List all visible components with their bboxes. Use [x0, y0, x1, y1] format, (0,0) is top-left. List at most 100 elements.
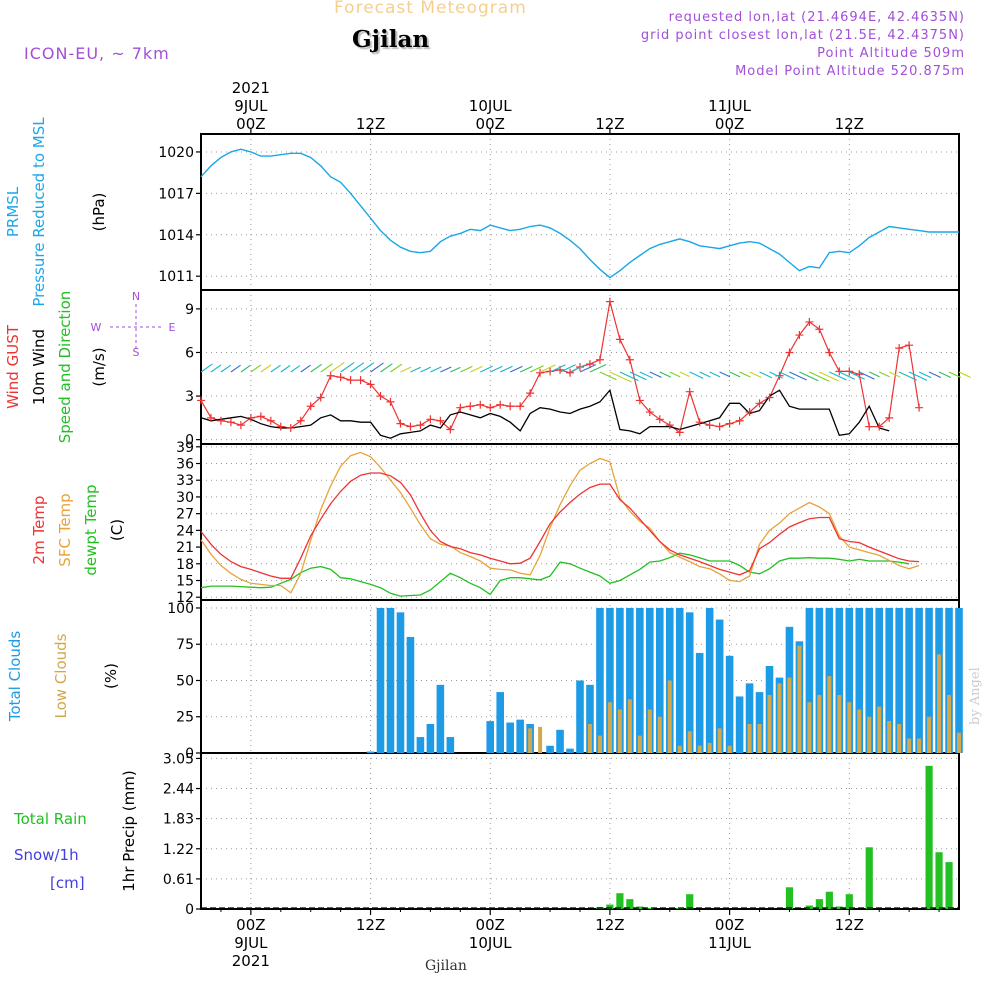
- wind-gust-marker: [625, 355, 634, 364]
- low-cloud-bar: [777, 683, 782, 753]
- low-cloud-bar: [837, 694, 842, 753]
- wind-direction-arrow: [290, 365, 301, 373]
- total-cloud-bar: [875, 607, 884, 753]
- wind-direction-arrow: [729, 371, 741, 378]
- panel-frame: [200, 752, 960, 910]
- wind-direction-arrow: [579, 364, 597, 373]
- total-cloud-bar: [955, 607, 963, 753]
- total-cloud-bar: [486, 721, 495, 753]
- precip-unit-label: 1hr Precip (mm): [120, 770, 138, 891]
- wind-direction-arrow: [609, 371, 632, 383]
- snow-label: Snow/1h: [14, 846, 79, 864]
- meteogram-title: Forecast Meteogram: [334, 0, 527, 18]
- y-tick-label: 50: [176, 673, 194, 689]
- total-cloud-bar: [865, 607, 874, 753]
- low-cloud-bar: [617, 709, 622, 753]
- total-rain-label: Total Rain: [13, 810, 87, 828]
- wind-direction-arrow: [789, 371, 807, 381]
- top-time-label: 00Z: [715, 115, 744, 133]
- wind-direction-arrow: [749, 371, 762, 378]
- y-tick-label: 21: [176, 540, 194, 556]
- y-tick-label: 9: [185, 302, 194, 318]
- compass-e-label: E: [169, 321, 176, 334]
- y-tick-label: 25: [176, 710, 194, 726]
- wind-direction-arrow: [480, 365, 493, 373]
- wind-gust-marker: [795, 331, 804, 340]
- wind-direction-arrow: [529, 365, 544, 373]
- wind-direction-arrow: [888, 371, 901, 378]
- wind-gust-marker: [466, 402, 475, 411]
- wind-direction-arrow: [569, 364, 586, 373]
- total-cloud-bar: [616, 607, 624, 753]
- wind-gust-marker: [406, 422, 415, 431]
- bottom-time-label: 00Z: [476, 916, 505, 934]
- y-tick-label: 2.44: [163, 782, 194, 798]
- total-cloud-bar: [805, 607, 814, 753]
- wind-gust-marker: [605, 297, 614, 306]
- low-cloud-bar: [667, 680, 672, 753]
- low-cloud-bar: [587, 723, 592, 753]
- total-cloud-bar: [646, 607, 654, 753]
- rain-bar: [835, 906, 843, 909]
- wind-speed-label: 10m Wind: [30, 329, 48, 405]
- rain-bar: [646, 908, 654, 909]
- low-cloud-bar: [637, 735, 642, 753]
- total-cloud-bar: [745, 683, 754, 753]
- y-tick-label: 3.05: [163, 751, 194, 767]
- low-cloud-bar: [927, 716, 932, 753]
- top-date-label: 10JUL: [469, 97, 512, 115]
- wind-direction-arrow: [270, 364, 281, 373]
- bottom-date-label: 9JUL: [234, 934, 268, 952]
- watermark: by Angel: [968, 667, 983, 725]
- low-cloud-bar: [847, 702, 852, 753]
- wind-direction-arrow: [509, 365, 523, 373]
- wind-direction-arrow: [759, 371, 773, 379]
- low-cloud-bar: [657, 716, 662, 753]
- total-cloud-bar: [885, 607, 893, 753]
- wind-direction-arrow: [659, 371, 671, 378]
- low-cloud-bar: [647, 709, 652, 753]
- wind-direction-arrow: [400, 366, 412, 373]
- low-cloud-bar: [757, 723, 762, 753]
- wind-direction-arrow: [898, 371, 918, 381]
- y-tick-label: 12: [176, 590, 194, 606]
- wind-gust-marker: [526, 389, 535, 398]
- wind-gust-marker: [815, 325, 824, 334]
- top-time-label: 12Z: [595, 115, 624, 133]
- wind-direction-arrow: [839, 371, 856, 380]
- wind-direction-arrow: [669, 371, 681, 378]
- wind-gust-marker: [306, 402, 315, 411]
- wind-gust-marker: [386, 397, 395, 406]
- low-cloud-bar: [857, 709, 862, 753]
- wind-direction-arrow: [490, 365, 503, 373]
- wind-direction-arrow: [849, 371, 865, 380]
- wind-direction-arrow: [330, 362, 345, 373]
- wind-direction-arrow: [260, 364, 272, 373]
- wind-direction-arrow: [499, 365, 513, 373]
- wind-gust-marker: [356, 376, 365, 385]
- rain-bar: [945, 862, 953, 909]
- total-cloud-bar: [675, 607, 684, 753]
- wind-direction-arrow: [799, 371, 819, 382]
- low-cloud-bar: [677, 745, 682, 753]
- temp-unit-label: (C): [108, 519, 126, 541]
- wind-direction-arrow: [370, 362, 384, 373]
- total-cloud-bar: [546, 745, 554, 753]
- total-cloud-bar: [705, 607, 714, 753]
- bottom-time-label: 12Z: [595, 916, 624, 934]
- bottom-time-label: 12Z: [356, 916, 385, 934]
- total-cloud-bar: [406, 636, 415, 753]
- wind-direction-arrow: [779, 371, 795, 380]
- wind-gust-marker: [536, 368, 545, 377]
- total-cloud-bar: [376, 607, 385, 753]
- pressure-label-msl: Pressure Reduced to MSL: [30, 117, 48, 307]
- low-cloud-bar: [827, 676, 832, 753]
- y-tick-label: 0: [185, 902, 194, 918]
- wind-direction-arrow: [689, 371, 704, 379]
- total-cloud-bar: [606, 607, 614, 753]
- total-cloud-bar: [845, 607, 854, 753]
- wind-direction-arrow: [829, 371, 847, 381]
- low-cloud-bar: [528, 728, 533, 753]
- wind-gust-marker: [825, 348, 834, 357]
- low-cloud-bar: [597, 735, 602, 753]
